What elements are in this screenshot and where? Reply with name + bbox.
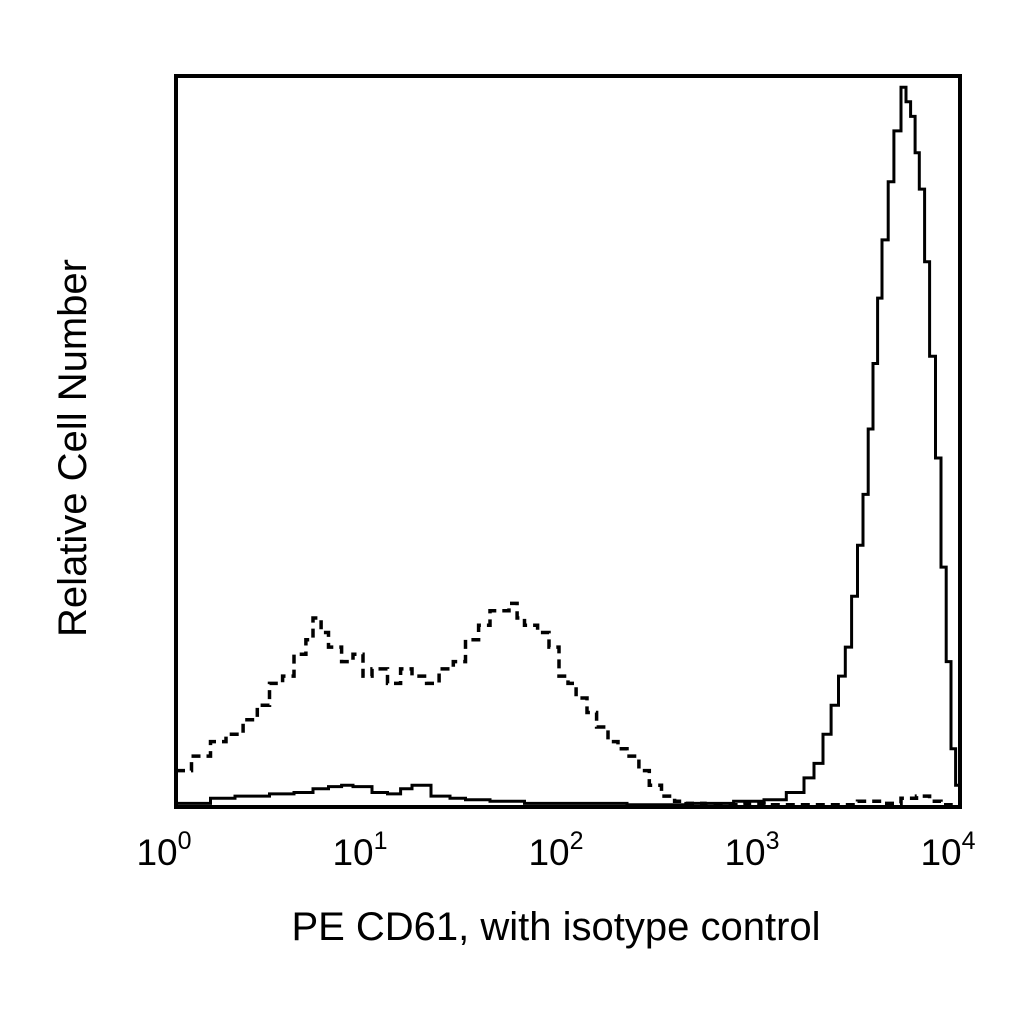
x-tick-label-3: 103 [724,827,779,873]
x-tick-label-1: 101 [332,827,387,873]
histogram-series-2-solid [176,85,962,807]
plot-frame [174,74,962,809]
x-tick-exponent: 3 [766,827,780,855]
x-tick-base: 10 [136,832,177,873]
x-tick-exponent: 0 [178,827,192,855]
x-tick-exponent: 2 [570,827,584,855]
x-tick-label-4: 104 [920,827,975,873]
x-tick-base: 10 [332,832,373,873]
x-tick-labels: 100 101 102 103 104 [136,827,975,873]
x-axis-title: PE CD61, with isotype control [291,905,820,949]
x-tick-label-2: 102 [528,827,583,873]
x-tick-exponent: 4 [962,827,976,855]
x-tick-base: 10 [724,832,765,873]
series-layer [176,85,962,808]
x-tick-base: 10 [528,832,569,873]
x-tick-exponent: 1 [374,827,388,855]
x-tick-base: 10 [920,832,961,873]
y-axis-title: Relative Cell Number [51,259,95,637]
x-tick-label-0: 100 [136,827,191,873]
